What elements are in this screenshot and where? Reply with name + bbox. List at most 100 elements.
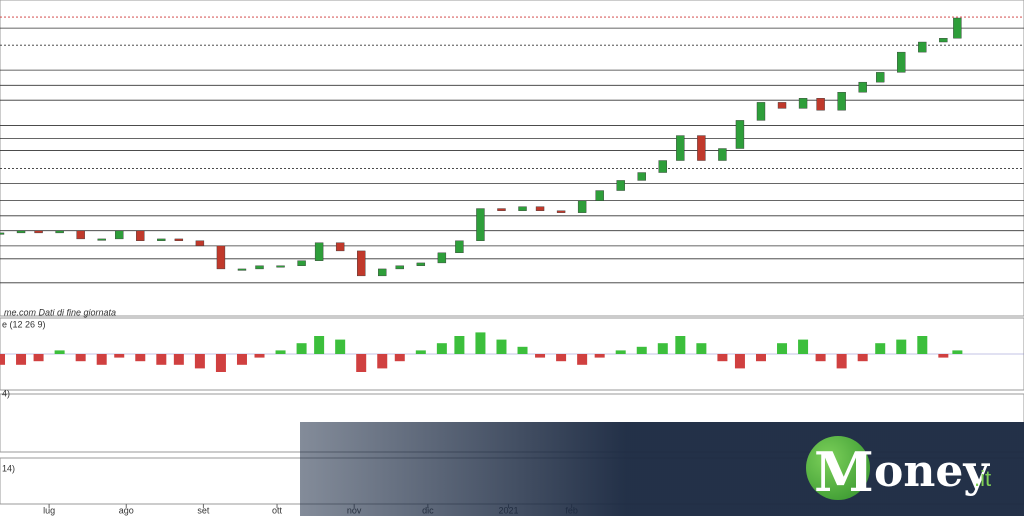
macd-bar — [0, 354, 5, 365]
brand-suffix: .it — [974, 466, 992, 491]
macd-bar — [917, 336, 928, 354]
candle — [837, 92, 846, 111]
candle — [939, 38, 948, 43]
macd-bar — [54, 350, 65, 354]
x-tick-label: ott — [272, 505, 283, 515]
candle — [34, 230, 43, 234]
macd-bar — [657, 343, 668, 354]
macd-bar — [594, 354, 605, 358]
candle — [115, 230, 124, 240]
candle — [276, 265, 285, 268]
macd-bar — [173, 354, 184, 365]
candle — [55, 230, 64, 234]
candle — [858, 81, 867, 93]
candle — [577, 200, 587, 213]
candle — [216, 245, 226, 270]
candle — [535, 206, 545, 211]
macd-bar — [135, 354, 146, 362]
candle — [676, 135, 685, 161]
macd-bar — [717, 354, 728, 362]
logo-circle — [806, 436, 870, 500]
macd-bar — [114, 354, 125, 358]
candle — [195, 240, 205, 247]
candle — [595, 190, 604, 201]
macd-bar — [394, 354, 405, 362]
macd-bar — [734, 354, 745, 369]
candle — [697, 135, 706, 161]
macd-bar — [535, 354, 546, 358]
candle — [897, 51, 906, 73]
macd-bar — [615, 350, 626, 354]
candle — [237, 268, 247, 271]
candle — [777, 102, 787, 109]
macd-bar — [755, 354, 766, 362]
lower-label: 14) — [2, 463, 15, 473]
candle — [876, 72, 885, 83]
macd-bar — [16, 354, 27, 365]
candle — [637, 172, 646, 181]
candle — [476, 208, 485, 241]
macd-bar — [577, 354, 588, 365]
candle — [174, 238, 184, 241]
macd-bar — [215, 354, 226, 372]
macd-bar — [798, 339, 809, 354]
candle — [718, 148, 727, 161]
macd-bar — [314, 336, 325, 354]
candle — [953, 17, 962, 39]
source-note: me.com Dati di fine giornata — [4, 307, 116, 317]
macd-bar — [236, 354, 247, 365]
macd-bar — [356, 354, 367, 372]
x-tick-label: ago — [119, 505, 134, 515]
candle — [395, 265, 404, 270]
macd-label: e (12 26 9) — [2, 319, 46, 329]
macd-bar — [696, 343, 707, 354]
macd-bar — [475, 332, 486, 354]
macd-bar — [777, 343, 788, 354]
price-panel — [0, 0, 1024, 317]
x-tick-label: set — [197, 505, 210, 515]
candle — [918, 41, 927, 53]
macd-bar — [415, 350, 426, 354]
macd-bar — [952, 350, 963, 354]
x-tick-label: lug — [43, 505, 55, 515]
macd-bar — [875, 343, 886, 354]
macd-bar — [75, 354, 86, 362]
macd-bar — [33, 354, 44, 362]
candle — [378, 268, 387, 277]
macd-bar — [815, 354, 826, 362]
macd-bar — [296, 343, 307, 354]
macd-bar — [156, 354, 167, 365]
macd-bar — [556, 354, 567, 362]
macd-bar — [96, 354, 107, 365]
candle — [658, 160, 667, 173]
candle — [497, 208, 506, 211]
watermark-band — [300, 422, 1024, 516]
candle — [297, 260, 306, 266]
rsi-label: 4) — [2, 388, 10, 398]
candle — [756, 102, 766, 121]
macd-bar — [836, 354, 847, 369]
brand-initial: M — [814, 440, 874, 504]
candle — [157, 238, 166, 241]
candle — [416, 262, 426, 266]
candle — [455, 240, 464, 254]
candle — [97, 238, 106, 241]
macd-bar — [938, 354, 949, 358]
candle — [255, 265, 264, 270]
candle — [136, 230, 145, 241]
macd-bar — [436, 343, 447, 354]
macd-bar — [194, 354, 205, 369]
macd-panel — [0, 317, 1024, 391]
candle — [816, 98, 825, 111]
macd-bar — [896, 339, 907, 354]
macd-bar — [857, 354, 868, 362]
candle — [335, 242, 345, 252]
macd-bar — [377, 354, 388, 369]
candle — [556, 210, 566, 213]
candle — [518, 206, 527, 211]
macd-bar — [254, 354, 265, 358]
macd-bar — [636, 346, 647, 354]
candle — [616, 180, 625, 191]
